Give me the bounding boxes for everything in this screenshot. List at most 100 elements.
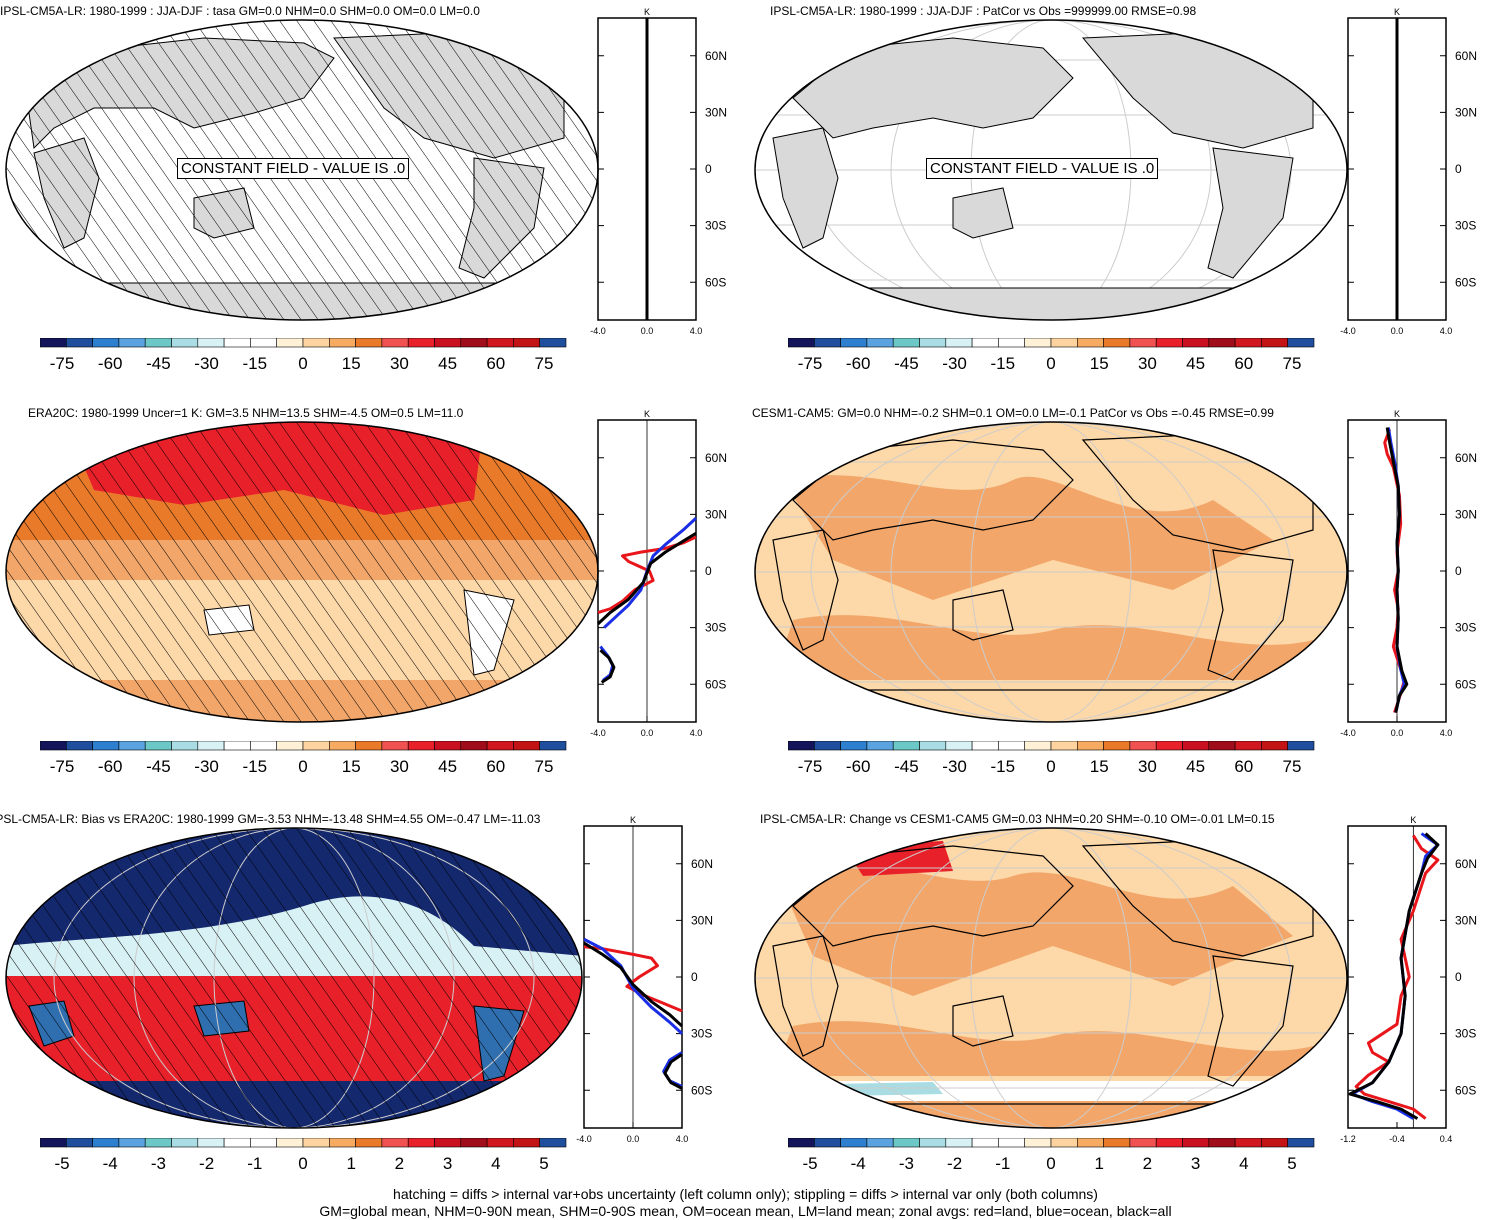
lat-tick-label: 30N (705, 507, 727, 521)
colorbar: -75 -60 -45 -30 -15 0 15 30 45 60 75 (40, 338, 570, 378)
colorbar-swatch (1234, 741, 1262, 751)
colorbar-label: 2 (395, 1154, 404, 1173)
colorbar-swatch (460, 338, 488, 348)
colorbar-swatch (486, 741, 514, 751)
colorbar-label: -2 (199, 1154, 214, 1173)
colorbar-swatch (1076, 1138, 1104, 1148)
colorbar-swatch (840, 1138, 868, 1148)
colorbar-swatch (118, 338, 146, 348)
lat-tick-label: 30N (1455, 105, 1477, 119)
colorbar-label: 0 (1046, 354, 1055, 373)
colorbar-label: 75 (1283, 354, 1302, 373)
lat-tick-label: 60N (1455, 451, 1477, 465)
colorbar-swatch (1182, 741, 1210, 751)
colorbar-swatch (945, 338, 973, 348)
profile-series-line (583, 937, 684, 1035)
colorbar-swatch (197, 741, 225, 751)
colorbar-swatch (1129, 338, 1157, 348)
x-tick-label: 4.0 (690, 728, 703, 738)
colorbar-label: -1 (247, 1154, 262, 1173)
colorbar-swatch (788, 1138, 815, 1148)
map-plot: CONSTANT FIELD - VALUE IS .0 (753, 18, 1349, 323)
x-tick-label: -4.0 (590, 728, 606, 738)
colorbar-swatch (840, 338, 868, 348)
colorbar-swatch (407, 338, 435, 348)
colorbar-swatch (971, 741, 999, 751)
colorbar-label: -15 (243, 757, 268, 776)
colorbar-swatch (144, 338, 172, 348)
lat-tick-label: 60S (1455, 1083, 1476, 1097)
colorbar-label: 30 (390, 354, 409, 373)
colorbar-label: -75 (50, 354, 75, 373)
colorbar-swatch (1287, 338, 1315, 348)
panel-title: ERA20C: 1980-1999 Uncer=1 K: GM=3.5 NHM=… (28, 406, 464, 420)
colorbar-label: 1 (346, 1154, 355, 1173)
lat-tick-label: 30S (705, 621, 726, 635)
colorbar-label: 5 (539, 1154, 548, 1173)
colorbar-swatch (1261, 338, 1288, 348)
profile-unit-label: K (1394, 409, 1400, 419)
colorbar-swatch (539, 1138, 567, 1148)
colorbar-label: 15 (342, 354, 361, 373)
colorbar-label: -30 (942, 757, 967, 776)
colorbar-swatch (998, 741, 1025, 751)
map-svg (5, 827, 583, 1129)
constant-field-notice: CONSTANT FIELD - VALUE IS .0 (926, 158, 1159, 179)
profile-series-line (597, 535, 697, 614)
colorbar-swatch (355, 1138, 383, 1148)
colorbar-label: 75 (535, 757, 554, 776)
colorbar-svg: -75 -60 -45 -30 -15 0 15 30 45 60 75 (788, 741, 1315, 776)
colorbar-label: 30 (1138, 757, 1157, 776)
profile-unit-label: K (1410, 815, 1416, 825)
colorbar-swatch (171, 338, 199, 348)
lat-tick-label: 30N (1455, 913, 1477, 927)
colorbar-swatch (1076, 338, 1104, 348)
colorbar-svg: -5 -4 -3 -2 -1 0 1 2 3 4 5 (40, 1138, 567, 1173)
colorbar-swatch (328, 1138, 356, 1148)
colorbar-swatch (539, 338, 567, 348)
zonal-profile: K 60N 30N 0 30S 60S -4.0 0.0 4.0 (590, 7, 748, 358)
colorbar-swatch (276, 741, 304, 751)
colorbar-label: 60 (486, 354, 505, 373)
colorbar: -5 -4 -3 -2 -1 0 1 2 3 4 5 (40, 1138, 570, 1178)
x-tick-label: 0.0 (1391, 728, 1404, 738)
x-tick-label: -4.0 (1340, 326, 1356, 336)
colorbar-swatch (813, 741, 841, 751)
colorbar-swatch (92, 741, 120, 751)
colorbar-swatch (381, 338, 409, 348)
colorbar-label: -60 (98, 757, 123, 776)
colorbar-swatch (998, 1138, 1025, 1148)
colorbar-swatch (223, 1138, 251, 1148)
x-tick-label: 4.0 (1440, 728, 1453, 738)
x-tick-label: 4.0 (690, 326, 703, 336)
lat-tick-label: 0 (705, 564, 712, 578)
colorbar-label: 45 (438, 757, 457, 776)
colorbar-swatch (788, 338, 815, 348)
panel-title: IPSL-CM5A-LR: Change vs CESM1-CAM5 GM=0.… (760, 812, 1275, 826)
zonal-profile: K 60N 30N 0 30S 60S -1.2 -0.4 0.4 (1340, 815, 1491, 1166)
colorbar-swatch (1129, 1138, 1157, 1148)
colorbar-swatch (434, 1138, 462, 1148)
x-tick-label: -4.0 (576, 1134, 592, 1144)
colorbar-svg: -75 -60 -45 -30 -15 0 15 30 45 60 75 (40, 338, 567, 373)
colorbar-swatch (40, 741, 67, 751)
colorbar-label: 15 (1090, 757, 1109, 776)
colorbar-label: 45 (438, 354, 457, 373)
lat-tick-label: 0 (1455, 970, 1462, 984)
map-plot (4, 420, 600, 725)
profile-series-line (583, 941, 684, 1028)
lat-tick-label: 60N (705, 451, 727, 465)
colorbar-swatch (144, 741, 172, 751)
map-plot (4, 826, 584, 1131)
colorbar-swatch (171, 1138, 199, 1148)
colorbar-swatch (118, 1138, 146, 1148)
colorbar-swatch (971, 338, 999, 348)
colorbar-label: -45 (894, 757, 919, 776)
panel-title: IPSL-CM5A-LR: 1980-1999 : JJA-DJF : tasa… (0, 4, 480, 18)
profile-series-line (1354, 834, 1440, 1120)
colorbar-swatch (971, 1138, 999, 1148)
x-tick-label: 0.0 (627, 1134, 640, 1144)
colorbar-swatch (250, 1138, 277, 1148)
lat-tick-label: 0 (691, 970, 698, 984)
colorbar-label: -4 (103, 1154, 118, 1173)
